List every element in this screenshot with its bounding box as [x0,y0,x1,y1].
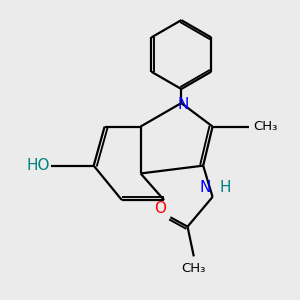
Text: H: H [220,180,231,195]
Text: HO: HO [26,158,50,173]
Text: CH₃: CH₃ [182,262,206,275]
Text: N: N [200,180,211,195]
Text: CH₃: CH₃ [253,120,278,133]
Text: N: N [177,97,188,112]
Text: O: O [154,201,166,216]
